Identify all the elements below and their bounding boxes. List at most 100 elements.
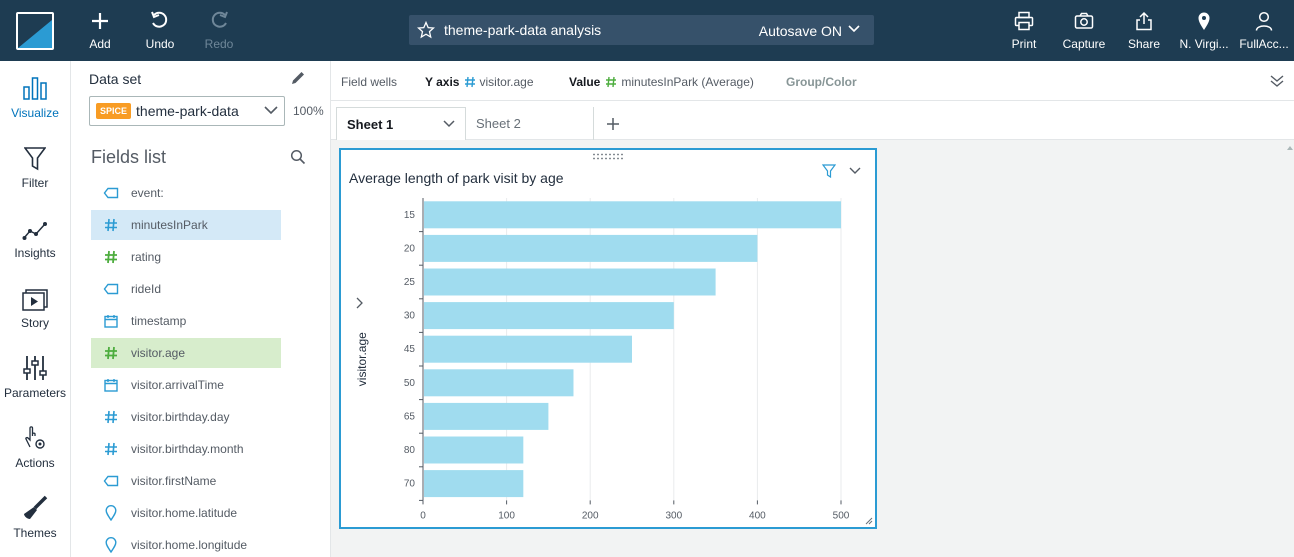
user-icon [1255, 9, 1273, 33]
capture-button[interactable]: Capture [1062, 9, 1106, 55]
bar[interactable] [424, 402, 549, 430]
field-item[interactable]: event: [91, 178, 281, 208]
region-button[interactable]: N. Virgi... [1179, 9, 1229, 55]
location-pin-icon [99, 537, 123, 553]
sliders-icon [23, 351, 47, 381]
rail-item-story[interactable]: Story [0, 281, 70, 341]
field-item[interactable]: visitor.home.latitude [91, 498, 281, 528]
analysis-title[interactable]: theme-park-data analysis [444, 22, 602, 38]
account-label: FullAcc... [1239, 37, 1289, 51]
x-tick-label: 100 [498, 510, 515, 521]
field-name: visitor.arrivalTime [131, 378, 224, 392]
field-item[interactable]: rating [91, 242, 281, 272]
field-item[interactable]: timestamp [91, 306, 281, 336]
rail-label-actions: Actions [15, 456, 55, 470]
field-wells-bar[interactable]: Field wells Y axis visitor.age Value min… [331, 61, 1294, 101]
visual-menu-chevron-icon[interactable] [849, 167, 861, 175]
bar[interactable] [424, 335, 632, 363]
canvas-scrollbar[interactable] [1280, 140, 1294, 557]
visual-filter-icon[interactable] [822, 164, 836, 178]
value-well-label: Value [569, 75, 601, 89]
star-icon[interactable] [417, 21, 435, 39]
dataset-select[interactable]: SPICE theme-park-data [89, 96, 285, 126]
rail-item-insights[interactable]: Insights [0, 211, 70, 271]
tab-sheet-1[interactable]: Sheet 1 [336, 107, 466, 140]
y-category-label: 80 [404, 445, 416, 456]
field-item[interactable]: visitor.age [91, 338, 281, 368]
hash-icon [99, 442, 123, 456]
field-name: visitor.age [131, 346, 186, 360]
group-color-well[interactable]: Group/Color [786, 75, 857, 89]
hash-icon [605, 76, 617, 88]
field-name: visitor.firstName [131, 474, 217, 488]
add-button[interactable]: Add [86, 9, 114, 55]
rail-label-filter: Filter [21, 176, 49, 190]
printer-icon [1014, 9, 1034, 33]
quicksight-logo[interactable] [16, 12, 54, 50]
undo-button[interactable]: Undo [143, 9, 177, 55]
rail-item-themes[interactable]: Themes [0, 491, 70, 551]
rail-label-themes: Themes [13, 526, 57, 540]
autosave-toggle[interactable]: Autosave ON [758, 23, 842, 39]
account-button[interactable]: FullAcc... [1239, 9, 1289, 55]
field-item[interactable]: visitor.birthday.month [91, 434, 281, 464]
y-axis-expand-chevron-icon[interactable] [356, 297, 363, 309]
rail-item-actions[interactable]: Actions [0, 421, 70, 481]
rail-item-parameters[interactable]: Parameters [0, 351, 70, 411]
scroll-up-arrow-icon[interactable] [1283, 143, 1294, 153]
bar[interactable] [424, 436, 524, 464]
rail-item-filter[interactable]: Filter [0, 141, 70, 201]
tab-sheet-2-label: Sheet 2 [476, 116, 521, 131]
bar[interactable] [424, 470, 524, 498]
hash-icon [99, 218, 123, 232]
tab-sheet-2[interactable]: Sheet 2 [466, 107, 594, 140]
field-item[interactable]: rideId [91, 274, 281, 304]
value-well[interactable]: Value minutesInPark (Average) [569, 75, 754, 89]
sheet-tabs: Sheet 1 Sheet 2 [331, 101, 1294, 140]
pencil-icon[interactable] [290, 70, 306, 86]
spice-usage-percent: 100% [293, 104, 324, 118]
x-tick-label: 400 [749, 510, 766, 521]
fields-panel: Data set SPICE theme-park-data 100% Fiel… [71, 61, 331, 557]
fields-list-title: Fields list [91, 147, 167, 167]
print-label: Print [1011, 37, 1037, 51]
visual-card[interactable]: Average length of park visit by age 0 100… [339, 148, 877, 529]
x-tick-label: 0 [420, 510, 426, 521]
bar[interactable] [424, 201, 841, 229]
field-item[interactable]: visitor.birthday.day [91, 402, 281, 432]
chevron-down-icon[interactable] [443, 120, 455, 128]
field-item[interactable]: visitor.home.longitude [91, 530, 281, 557]
field-wells-label: Field wells [341, 75, 398, 89]
y-category-label: 70 [404, 479, 416, 490]
logo-mark-icon [18, 20, 52, 48]
rail-item-visualize[interactable]: Visualize [0, 71, 70, 131]
calendar-icon [99, 378, 123, 392]
add-sheet-button[interactable] [603, 107, 623, 140]
redo-button[interactable]: Redo [203, 9, 235, 55]
collapse-wells-icon[interactable] [1270, 75, 1284, 87]
field-item[interactable]: visitor.firstName [91, 466, 281, 496]
bar[interactable] [424, 268, 716, 296]
plus-icon [607, 117, 619, 130]
share-button[interactable]: Share [1128, 9, 1160, 55]
search-icon[interactable] [290, 149, 306, 165]
field-item[interactable]: minutesInPark [91, 210, 281, 240]
y-axis-well[interactable]: Y axis visitor.age [425, 75, 534, 89]
share-label: Share [1127, 37, 1161, 51]
field-name: visitor.home.longitude [131, 538, 248, 552]
resize-handle-icon[interactable] [864, 516, 873, 525]
chevron-down-icon[interactable] [848, 25, 860, 33]
drag-handle-icon[interactable] [593, 153, 625, 160]
field-item[interactable]: visitor.arrivalTime [91, 370, 281, 400]
analysis-title-bar[interactable]: theme-park-data analysis Autosave ON [409, 15, 874, 45]
hash-icon [99, 410, 123, 424]
bar[interactable] [424, 302, 674, 330]
y-category-label: 25 [404, 277, 416, 288]
share-icon [1135, 9, 1153, 33]
chart-title: Average length of park visit by age [349, 170, 564, 186]
print-button[interactable]: Print [1011, 9, 1037, 55]
dimension-tag-icon [99, 475, 123, 487]
bar[interactable] [424, 369, 574, 397]
bar[interactable] [424, 234, 758, 262]
undo-icon [149, 9, 171, 33]
